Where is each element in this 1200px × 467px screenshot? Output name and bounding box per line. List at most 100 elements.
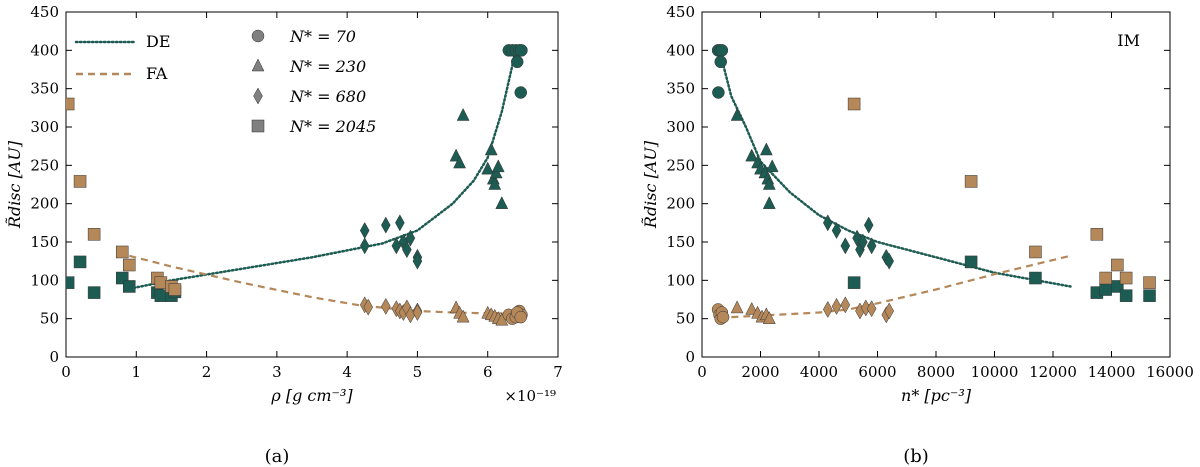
data-point-fa-square (1090, 228, 1104, 241)
data-point-de-diamond (822, 214, 833, 232)
x-tick-label: 6000 (858, 363, 896, 381)
x-tick-label: 4 (342, 363, 352, 381)
data-point-fa-circle (514, 310, 527, 324)
data-point-fa-diamond (381, 297, 391, 315)
data-point-fa-diamond (866, 300, 877, 318)
data-point-de-diamond (858, 233, 868, 251)
y-tick-label: 250 (30, 156, 59, 174)
data-point-fa-square (964, 175, 978, 188)
data-point-fa-square (1143, 276, 1156, 289)
x-tick-label: 10000 (971, 363, 1019, 381)
data-point-de-diamond (863, 216, 874, 234)
legend-label-triangle: N* = 230 (289, 57, 366, 76)
data-point-de-square (964, 255, 978, 269)
data-point-de-triangle (762, 176, 776, 190)
y-tick-label: 0 (685, 348, 695, 366)
x-tick-label: 6 (483, 363, 493, 381)
data-point-de-circle (712, 86, 725, 99)
data-point-de-square (1119, 289, 1133, 302)
x-tick-label: 2 (202, 363, 212, 381)
data-point-de-triangle (481, 161, 495, 175)
y-tick-label: 350 (666, 80, 695, 98)
x-tick-label: 0 (697, 363, 707, 381)
y-tick-label: 150 (666, 233, 695, 251)
data-point-de-triangle (453, 155, 467, 169)
data-point-de-square (154, 289, 168, 302)
data-point-de-triangle (730, 107, 744, 121)
y-tick-label: 450 (30, 3, 59, 21)
data-point-de-triangle (762, 196, 776, 209)
data-point-de-triangle (484, 142, 498, 156)
data-point-de-triangle (745, 148, 759, 162)
data-point-fa-diamond (884, 302, 894, 320)
data-point-fa-square (66, 97, 75, 111)
y-tick-label: 0 (49, 348, 59, 366)
data-point-de-diamond (412, 252, 423, 270)
data-point-de-triangle (495, 196, 509, 209)
data-point-de-diamond (866, 237, 877, 255)
data-point-de-diamond (381, 216, 391, 234)
panel-a: 0 1 2 3 4 5 6 7 0 50 100 150 200 250 300 350 400 450 ρ [g … (5, 3, 563, 467)
x-axis-multiplier: ×10⁻¹⁹ (504, 387, 556, 405)
fit-line-fa (129, 254, 516, 315)
fit-line-de (124, 49, 518, 291)
data-point-de-diamond (359, 221, 370, 240)
data-point-de-diamond (405, 229, 416, 247)
data-point-fa-circle (716, 310, 730, 324)
data-point-de-triangle (488, 176, 502, 190)
data-point-de-diamond (884, 252, 894, 270)
y-tick-label: 450 (666, 3, 695, 21)
legend-label-de: DE (146, 32, 171, 51)
data-point-fa-square (73, 175, 87, 188)
data-point-de-diamond (402, 241, 412, 259)
data-point-de-diamond (840, 237, 851, 255)
y-tick-label: 50 (676, 310, 695, 328)
legend-marker-diamond (253, 87, 263, 105)
data-point-de-square (1099, 283, 1112, 296)
y-tick-label: 200 (30, 195, 59, 213)
data-point-fa-square (847, 97, 861, 111)
data-point-de-square (66, 276, 75, 289)
data-point-fa-square (1119, 271, 1133, 285)
x-tick-label: 7 (553, 363, 563, 381)
data-point-fa-diamond (363, 298, 374, 316)
data-point-de-circle (714, 55, 727, 69)
legend-marker-triangle (251, 58, 265, 72)
panel-caption: (a) (265, 446, 290, 467)
plot-frame-a (65, 11, 559, 358)
x-tick-label: 5 (413, 363, 423, 381)
y-tick-label: 200 (666, 195, 695, 213)
y-tick-label: 100 (666, 271, 695, 289)
data-layer (711, 44, 1156, 325)
data-point-fa-triangle (456, 309, 470, 323)
x-tick-label: 1 (132, 363, 142, 381)
data-point-de-circle (715, 44, 729, 57)
data-point-fa-square (168, 283, 182, 296)
panel-caption: (b) (903, 446, 929, 467)
data-point-de-square (1029, 271, 1042, 285)
y-axis-label: R̃disc [AU] (5, 140, 24, 229)
y-tick-label: 250 (666, 156, 695, 174)
legend-label-diamond: N* = 680 (289, 87, 366, 106)
x-tick-label: 16000 (1146, 363, 1194, 381)
legend-marker-square (251, 119, 265, 133)
data-point-fa-square (1029, 245, 1042, 259)
x-tick-label: 2000 (741, 363, 779, 381)
data-point-fa-square (87, 228, 101, 241)
y-tick-label: 350 (30, 80, 59, 98)
y-axis-label: R̃disc [AU] (641, 140, 660, 229)
data-point-fa-diamond (840, 296, 851, 314)
data-point-fa-triangle (762, 311, 776, 324)
data-point-de-square (1143, 289, 1156, 302)
data-point-de-triangle (456, 107, 470, 121)
data-point-de-triangle (765, 159, 779, 173)
panel-annotation: IM (1117, 31, 1140, 50)
legend-label-circle: N* = 70 (289, 27, 356, 46)
data-point-fa-triangle (730, 300, 744, 314)
data-layer (66, 44, 528, 326)
data-point-fa-square (154, 276, 168, 289)
data-point-de-triangle (759, 142, 773, 156)
data-point-de-circle (514, 86, 527, 99)
x-axis-label: ρ [g cm⁻³] (270, 386, 353, 405)
